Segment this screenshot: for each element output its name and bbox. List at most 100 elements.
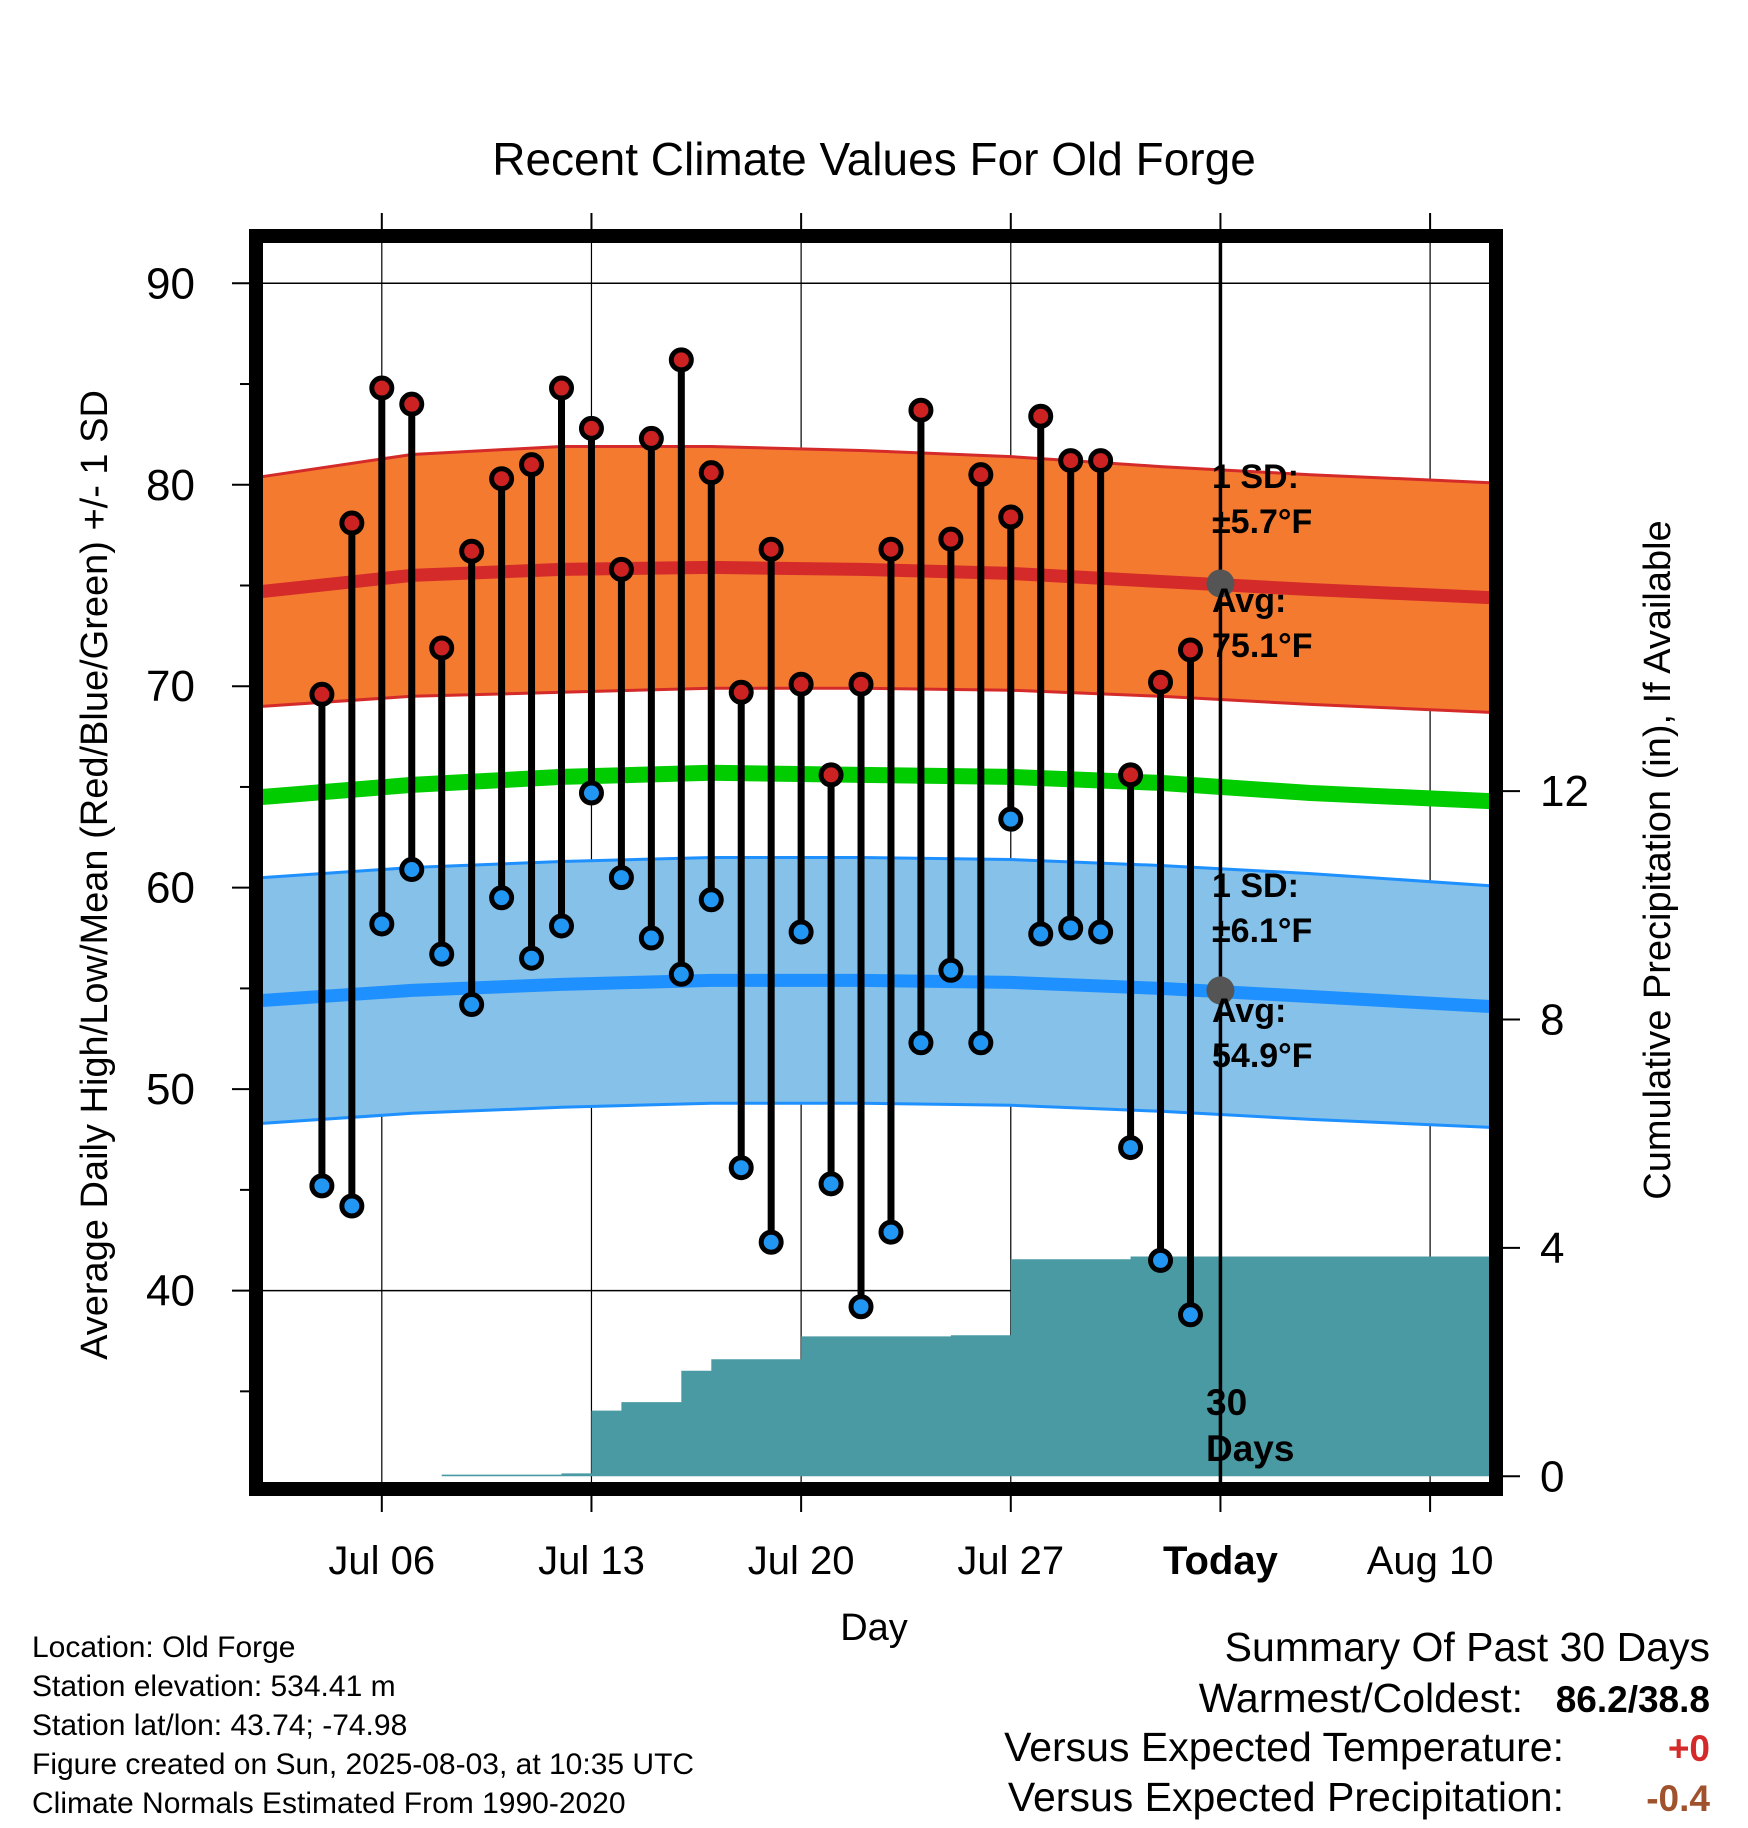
low-dot [698, 887, 724, 913]
axes: 40 50 60 70 80 90 0 4 8 12 Jul 06 Jul 13 Jul 20 Jul 2… [146, 213, 1589, 1583]
x-tick-label: Jul 06 [328, 1539, 435, 1583]
x-axis-label: Day [840, 1607, 908, 1649]
low-dot [489, 885, 515, 911]
high-sd-label: 1 SD: [1212, 458, 1299, 496]
plot-frame [249, 229, 1503, 1496]
low-dot [1177, 1302, 1203, 1328]
high-dot [1028, 403, 1054, 429]
summary-warm-cold-value: 86.2/38.8 [1555, 1679, 1710, 1720]
low-dot [1028, 921, 1054, 947]
summary-temp-value: +0 [1667, 1728, 1710, 1769]
low-dot [638, 925, 664, 951]
x-tick-label: Today [1163, 1539, 1279, 1583]
low-dot [818, 1171, 844, 1197]
low-dot [1148, 1247, 1174, 1273]
y2-tick-label: 0 [1540, 1452, 1564, 1501]
high-dot [1148, 669, 1174, 695]
y-tick-label: 80 [146, 461, 195, 510]
high-dot [668, 347, 694, 373]
low-dot [1088, 919, 1114, 945]
summary-temp-label: Versus Expected Temperature: [1004, 1724, 1564, 1770]
y2-axis-label: Cumulative Precipitation (in), If Availa… [1637, 520, 1679, 1199]
low-dot [608, 865, 634, 891]
y-axis-label: Average Daily High/Low/Mean (Red/Blue/Gr… [74, 390, 116, 1360]
low-dot [578, 780, 604, 806]
x-tick-label: Jul 13 [538, 1539, 645, 1583]
low-sd-value: ±6.1°F [1212, 912, 1312, 950]
low-annotation: 1 SD: ±6.1°F Avg: 54.9°F [1212, 867, 1313, 1075]
today-avg-low-dot [1206, 976, 1235, 1005]
high-dot [788, 671, 814, 697]
y2-tick-label: 4 [1540, 1224, 1564, 1273]
precipitation-area [321, 1256, 1490, 1477]
low-dot [878, 1219, 904, 1245]
info-latlon: Station lat/lon: 43.74; -74.98 [32, 1709, 408, 1742]
info-location: Location: Old Forge [32, 1631, 296, 1664]
plot-border [249, 229, 1503, 1496]
low-dot [968, 1030, 994, 1056]
low-dot [1058, 915, 1084, 941]
x-tick-label: Jul 27 [957, 1539, 1064, 1583]
precipitation-fill [321, 1256, 1490, 1477]
y-tick-label: 50 [146, 1065, 195, 1114]
low-dot [728, 1155, 754, 1181]
high-dot [369, 375, 395, 401]
y-tick-label: 90 [146, 259, 195, 308]
high-dot [309, 681, 335, 707]
chart-title: Recent Climate Values For Old Forge [492, 133, 1256, 185]
low-dot [908, 1030, 934, 1056]
y-tick-label: 70 [146, 662, 195, 711]
high-dot [698, 460, 724, 486]
low-dot [788, 919, 814, 945]
info-elevation: Station elevation: 534.41 m [32, 1670, 396, 1703]
high-dot [429, 635, 455, 661]
high-dot [1177, 637, 1203, 663]
high-dot [998, 504, 1024, 530]
high-dot [519, 452, 545, 478]
avg-high-line [261, 560, 1491, 605]
daily-dots [309, 347, 1203, 1328]
today-label: 30 Days [1206, 1382, 1294, 1469]
y2-tick-label: 12 [1540, 767, 1589, 816]
low-dot [339, 1193, 365, 1219]
high-avg-value: 75.1°F [1212, 627, 1313, 665]
low-dot [938, 957, 964, 983]
high-dot [578, 415, 604, 441]
high-dot [549, 375, 575, 401]
info-normals: Climate Normals Estimated From 1990-2020 [32, 1787, 626, 1820]
today-avg-high-dot [1206, 569, 1235, 598]
today-label-days: Days [1206, 1428, 1294, 1469]
low-dot [309, 1173, 335, 1199]
high-sd-value: ±5.7°F [1212, 503, 1312, 541]
high-dot [908, 397, 934, 423]
high-dot [1088, 448, 1114, 474]
low-dot [668, 961, 694, 987]
low-dot [549, 913, 575, 939]
high-dot [818, 762, 844, 788]
y-tick-label: 60 [146, 864, 195, 913]
high-dot [1118, 762, 1144, 788]
high-dot [608, 556, 634, 582]
high-dot [638, 425, 664, 451]
high-dot [758, 536, 784, 562]
normal-bands [261, 445, 1491, 1129]
high-avg-label: Avg: [1212, 582, 1286, 620]
high-sd-upper-line [261, 445, 1491, 485]
summary-warm-cold-label: Warmest/Coldest: [1198, 1675, 1523, 1721]
avg-mean-line [261, 764, 1491, 810]
low-avg-value: 54.9°F [1212, 1037, 1313, 1075]
high-dot [459, 538, 485, 564]
low-avg-label: Avg: [1212, 992, 1286, 1030]
high-dot [968, 462, 994, 488]
high-dot [1058, 448, 1084, 474]
high-dot [489, 466, 515, 492]
low-dot [459, 992, 485, 1018]
today-label-number: 30 [1206, 1382, 1247, 1423]
summary-precip-value: -0.4 [1646, 1778, 1710, 1819]
summary-title: Summary Of Past 30 Days [1224, 1624, 1710, 1670]
x-tick-label: Jul 20 [748, 1539, 855, 1583]
y-tick-label: 40 [146, 1267, 195, 1316]
daily-stems [318, 359, 1194, 1315]
low-sd-label: 1 SD: [1212, 867, 1299, 905]
